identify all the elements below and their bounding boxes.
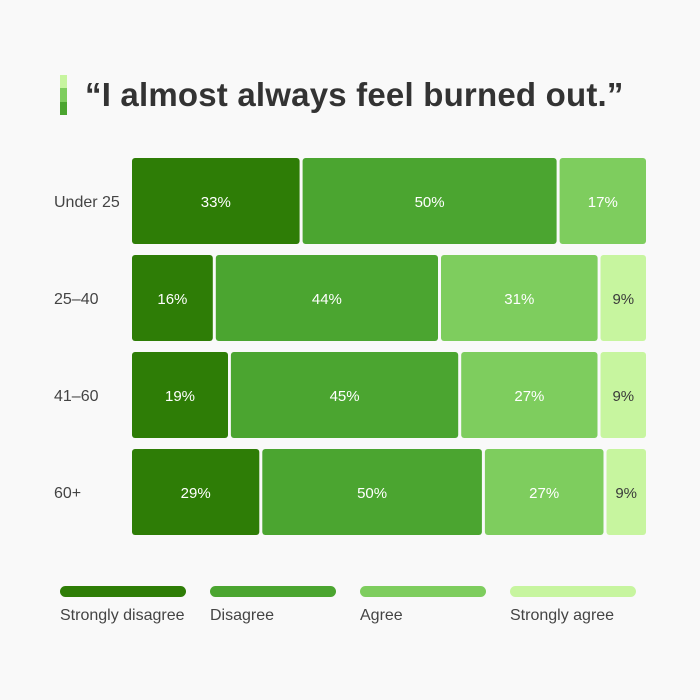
legend-swatch-strongly-agree — [510, 586, 636, 597]
chart-title-block: “I almost always feel burned out.” — [60, 74, 624, 116]
data-label: 45% — [330, 388, 360, 405]
bar-segment-disagree — [262, 449, 482, 535]
bar-segment-agree — [441, 255, 598, 341]
bar-segment-strongly-disagree — [132, 352, 228, 438]
data-label: 9% — [615, 485, 637, 502]
legend-label: Strongly disagree — [60, 607, 185, 624]
bar-segment-strongly-agree — [606, 449, 646, 535]
data-label: 50% — [357, 485, 387, 502]
category-label: Under 25 — [54, 194, 120, 211]
bar-segment-agree — [461, 352, 598, 438]
bar-segment-strongly-agree — [600, 255, 646, 341]
legend-label: Agree — [360, 607, 403, 624]
title-accent-bar — [60, 75, 67, 115]
data-label: 17% — [588, 194, 618, 211]
title-accent-segment — [60, 88, 67, 102]
data-label: 9% — [612, 388, 634, 405]
legend-swatch-disagree — [210, 586, 336, 597]
data-label: 50% — [415, 194, 445, 211]
data-label: 33% — [201, 194, 231, 211]
data-label: 31% — [504, 291, 534, 308]
legend-label: Strongly agree — [510, 607, 614, 624]
title-accent-segment — [60, 75, 67, 89]
bar-segment-strongly-disagree — [132, 158, 300, 244]
chart-title: “I almost always feel burned out.” — [85, 76, 624, 113]
data-label: 16% — [157, 291, 187, 308]
bar-segment-agree — [484, 449, 604, 535]
data-label: 44% — [312, 291, 342, 308]
bar-segment-disagree — [230, 352, 459, 438]
bar-segment-strongly-agree — [600, 352, 646, 438]
bar-segment-agree — [559, 158, 646, 244]
category-label: 41–60 — [54, 388, 99, 405]
title-accent-segment — [60, 101, 67, 115]
legend-swatch-agree — [360, 586, 486, 597]
bar-segment-disagree — [302, 158, 557, 244]
data-label: 29% — [181, 485, 211, 502]
bar-segment-strongly-disagree — [132, 255, 213, 341]
data-label: 19% — [165, 388, 195, 405]
data-label: 27% — [529, 485, 559, 502]
bar-segment-strongly-disagree — [132, 449, 260, 535]
category-label: 25–40 — [54, 291, 99, 308]
legend-swatch-strongly-disagree — [60, 586, 186, 597]
data-label: 9% — [612, 291, 634, 308]
data-label: 27% — [514, 388, 544, 405]
category-label: 60+ — [54, 485, 81, 502]
bar-segment-disagree — [215, 255, 438, 341]
legend-label: Disagree — [210, 607, 274, 624]
